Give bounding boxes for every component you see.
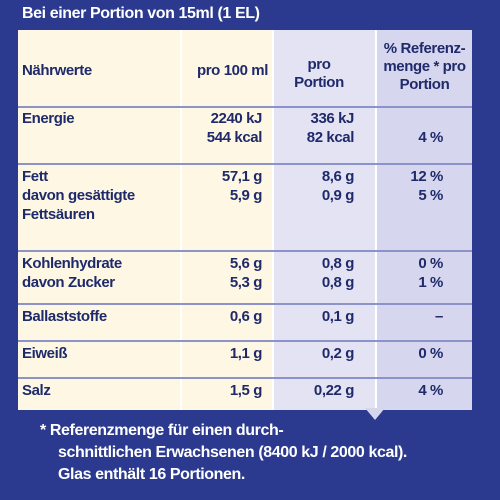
cell-value: 0 % xyxy=(418,255,443,272)
footer-tab xyxy=(365,408,385,420)
cell-value: 0,8 g xyxy=(321,255,355,272)
cell-value: 1,1 g xyxy=(229,345,263,362)
cell-value: 544 kcal xyxy=(206,129,263,146)
row-label: Fett xyxy=(22,168,48,185)
row-label: Fettsäuren xyxy=(22,206,95,223)
header-title: Bei einer Portion von 15ml (1 EL) xyxy=(22,5,260,22)
column-header: Nährwerte xyxy=(22,62,92,79)
cell-value: 5,9 g xyxy=(229,187,263,204)
row-divider xyxy=(18,250,472,252)
row-label: davon gesättigte xyxy=(22,187,135,204)
cell-value: 336 kJ xyxy=(310,110,355,127)
column-header: pro 100 ml xyxy=(196,62,268,79)
row-label: Energie xyxy=(22,110,75,127)
cell-value: 1 % xyxy=(418,274,443,291)
row-label: Ballaststoffe xyxy=(22,308,107,325)
row-divider xyxy=(18,303,472,305)
cell-value: 0,1 g xyxy=(321,308,355,325)
cream-panel xyxy=(18,30,272,410)
footer-line: Glas enthält 16 Portionen. xyxy=(58,466,245,483)
cell-value: 0 % xyxy=(418,345,443,362)
cell-value: 8,6 g xyxy=(321,168,355,185)
cell-value: – xyxy=(435,308,443,325)
cell-value: 0,8 g xyxy=(321,274,355,291)
column-header: Portion xyxy=(294,74,344,91)
row-divider xyxy=(18,377,472,379)
cell-value: 2240 kJ xyxy=(210,110,263,127)
cell-value: 12 % xyxy=(410,168,443,185)
row-divider xyxy=(18,340,472,342)
cell-value: 5,3 g xyxy=(229,274,263,291)
cell-value: 57,1 g xyxy=(221,168,263,185)
cell-value: 4 % xyxy=(418,382,443,399)
cell-value: 5 % xyxy=(418,187,443,204)
row-divider xyxy=(18,163,472,165)
column-header: % Referenz- xyxy=(383,40,466,57)
row-label: Salz xyxy=(22,382,51,399)
cell-value: 4 % xyxy=(418,129,443,146)
cell-value: 0,2 g xyxy=(321,345,355,362)
column-header: Portion xyxy=(399,76,450,93)
portion-panel xyxy=(272,30,375,410)
column-header: pro xyxy=(307,56,331,73)
row-label: Eiweiß xyxy=(22,345,68,362)
column-divider xyxy=(375,30,377,410)
row-label: Kohlenhydrate xyxy=(22,255,122,272)
row-label: davon Zucker xyxy=(22,274,115,291)
cell-value: 5,6 g xyxy=(229,255,263,272)
cell-value: 0,6 g xyxy=(229,308,263,325)
cell-value: 0,9 g xyxy=(321,187,355,204)
footer-line: * Referenzmenge für einen durch- xyxy=(40,422,284,439)
cell-value: 82 kcal xyxy=(306,129,355,146)
column-header: menge * pro xyxy=(383,58,466,75)
row-divider xyxy=(18,106,472,108)
column-divider xyxy=(272,30,274,410)
footer-line: schnittlichen Erwachsenen (8400 kJ / 200… xyxy=(58,444,407,461)
reference-panel xyxy=(375,30,472,410)
cell-value: 0,22 g xyxy=(313,382,355,399)
column-divider xyxy=(180,30,182,410)
cell-value: 1,5 g xyxy=(229,382,263,399)
